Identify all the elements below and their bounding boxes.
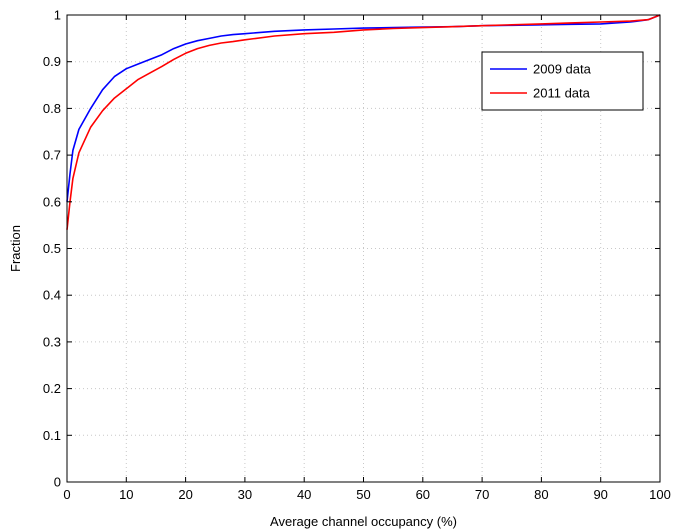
legend-label-1: 2009 data [533, 62, 592, 77]
x-tick-label: 30 [238, 487, 252, 502]
x-tick-label: 20 [178, 487, 192, 502]
x-tick-labels: 0 10 20 30 40 50 60 70 80 90 100 [63, 487, 670, 502]
y-tick-label: 0.1 [43, 428, 61, 443]
x-tick-label: 90 [593, 487, 607, 502]
legend: 2009 data 2011 data [481, 51, 644, 111]
x-tick-label: 100 [649, 487, 671, 502]
y-axis-title: Fraction [8, 225, 23, 272]
y-tick-label: 1 [54, 8, 61, 23]
legend-label-2: 2011 data [533, 86, 591, 101]
y-tick-label: 0.2 [43, 381, 61, 396]
y-tick-labels: 0 0.1 0.2 0.3 0.4 0.5 0.6 0.7 0.8 0.9 1 [43, 8, 61, 490]
x-tick-label: 40 [297, 487, 311, 502]
series-layer [66, 14, 661, 230]
series-line-2 [66, 14, 661, 230]
y-tick-label: 0.6 [43, 194, 61, 209]
y-tick-label: 0 [54, 475, 61, 490]
y-tick-label: 0.4 [43, 288, 61, 303]
legend-box [481, 51, 644, 111]
grid [67, 15, 660, 482]
x-tick-label: 80 [534, 487, 548, 502]
x-tick-label: 60 [416, 487, 430, 502]
x-axis-title: Average channel occupancy (%) [270, 514, 457, 529]
y-tick-label: 0.5 [43, 241, 61, 256]
x-tick-label: 0 [63, 487, 70, 502]
y-tick-label: 0.9 [43, 54, 61, 69]
ticks [66, 14, 661, 483]
x-tick-label: 10 [119, 487, 133, 502]
y-tick-label: 0.8 [43, 101, 61, 116]
y-tick-label: 0.7 [43, 148, 61, 163]
y-tick-label: 0.3 [43, 334, 61, 349]
x-tick-label: 50 [356, 487, 370, 502]
x-tick-label: 70 [475, 487, 489, 502]
